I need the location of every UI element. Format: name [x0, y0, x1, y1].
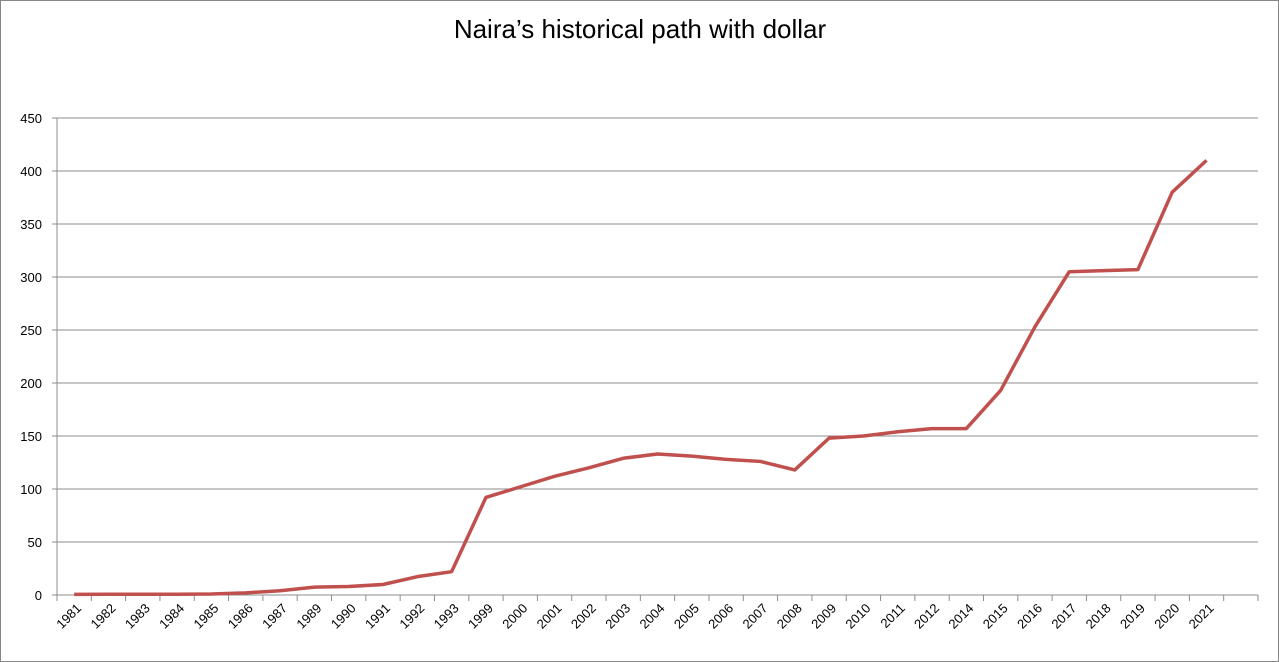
y-tick-label: 100 [20, 482, 42, 497]
y-tick-label: 50 [28, 535, 42, 550]
line-series [74, 159, 1208, 597]
chart-title: Naira’s historical path with dollar [454, 14, 827, 44]
y-tick-label: 200 [20, 376, 42, 391]
y-tick-label: 250 [20, 323, 42, 338]
y-tick-label: 150 [20, 429, 42, 444]
y-tick-label: 300 [20, 270, 42, 285]
y-tick-label: 450 [20, 111, 42, 126]
y-tick-label: 0 [35, 588, 42, 603]
y-tick-label: 400 [20, 164, 42, 179]
y-tick-label: 350 [20, 217, 42, 232]
